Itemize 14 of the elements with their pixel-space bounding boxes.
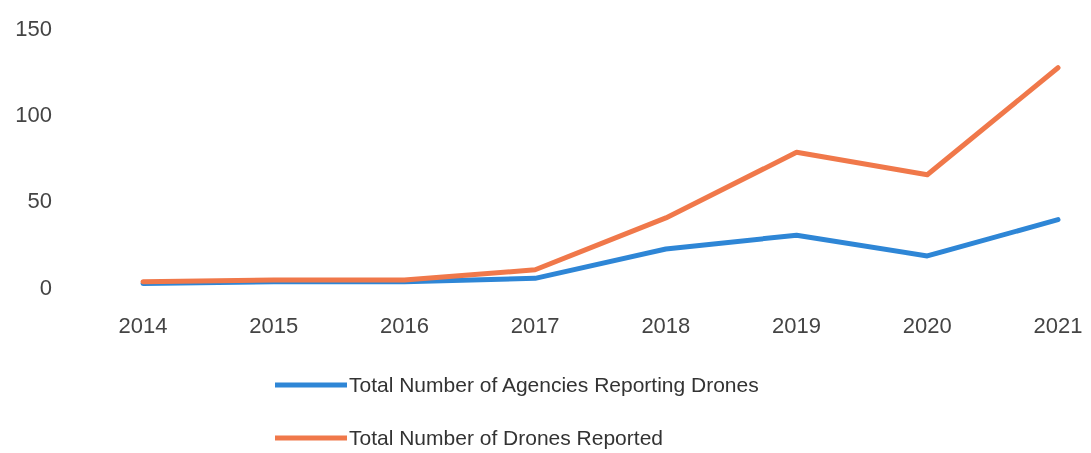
x-tick-label: 2020 xyxy=(902,313,952,338)
x-tick-label: 2015 xyxy=(249,313,299,338)
y-tick-label: 100 xyxy=(15,102,52,128)
x-tick-label: 2021 xyxy=(1033,313,1083,338)
x-tick-label: 2018 xyxy=(641,313,691,338)
y-tick-label: 150 xyxy=(15,15,52,41)
x-tick-label: 2017 xyxy=(510,313,560,338)
y-tick-label: 0 xyxy=(39,274,52,300)
legend-label: Total Number of Drones Reported xyxy=(349,426,663,450)
x-tick-label: 2016 xyxy=(379,313,429,338)
x-tick-label: 2014 xyxy=(118,313,168,338)
y-tick-label: 50 xyxy=(27,188,52,214)
x-tick-label: 2019 xyxy=(772,313,822,338)
legend-label: Total Number of Agencies Reporting Drones xyxy=(349,373,759,397)
